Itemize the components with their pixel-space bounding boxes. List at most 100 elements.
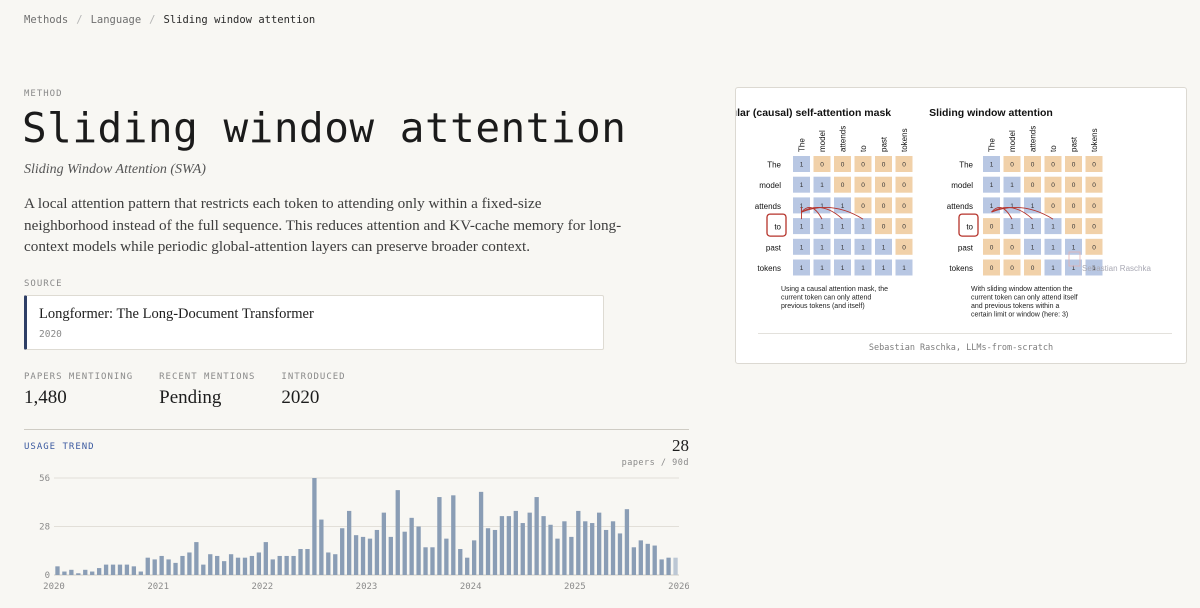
usage-bar[interactable]: [631, 547, 637, 575]
usage-bar[interactable]: [270, 559, 275, 575]
usage-bar[interactable]: [96, 568, 102, 575]
usage-bar[interactable]: [548, 524, 553, 575]
usage-bar[interactable]: [583, 521, 588, 575]
usage-bar[interactable]: [409, 517, 414, 575]
usage-bar[interactable]: [263, 542, 268, 575]
usage-bar[interactable]: [340, 528, 345, 575]
usage-bar[interactable]: [652, 545, 657, 575]
usage-bar[interactable]: [444, 538, 449, 576]
usage-bar[interactable]: [458, 549, 463, 575]
usage-bar[interactable]: [506, 516, 512, 575]
usage-bar[interactable]: [478, 491, 484, 575]
usage-bar[interactable]: [187, 552, 192, 575]
usage-bar[interactable]: [534, 497, 539, 575]
mask-value: 1: [800, 244, 804, 251]
usage-bar[interactable]: [131, 566, 137, 575]
x-tick-label: 2024: [460, 582, 482, 592]
usage-bar[interactable]: [90, 571, 95, 575]
usage-bar[interactable]: [201, 564, 206, 575]
usage-bar[interactable]: [256, 552, 262, 575]
usage-bar[interactable]: [659, 559, 664, 575]
usage-bar[interactable]: [117, 564, 123, 575]
usage-bar[interactable]: [465, 557, 470, 575]
usage-bar[interactable]: [520, 523, 525, 575]
usage-bar[interactable]: [166, 559, 171, 575]
usage-bar[interactable]: [180, 555, 185, 575]
usage-bar[interactable]: [569, 536, 574, 575]
usage-bar[interactable]: [610, 521, 616, 575]
usage-bar[interactable]: [235, 557, 241, 575]
usage-bar[interactable]: [395, 490, 400, 576]
stat-value: 1,480: [24, 387, 67, 408]
usage-bar[interactable]: [492, 529, 498, 575]
usage-bar[interactable]: [666, 557, 671, 575]
usage-bar[interactable]: [83, 569, 88, 575]
usage-bar[interactable]: [319, 519, 324, 575]
usage-bar[interactable]: [159, 555, 164, 575]
usage-bar[interactable]: [451, 495, 456, 575]
breadcrumb-methods[interactable]: Methods: [24, 14, 69, 26]
usage-bar[interactable]: [499, 516, 505, 575]
usage-bar[interactable]: [374, 529, 380, 575]
usage-bar[interactable]: [353, 535, 359, 575]
usage-bar[interactable]: [291, 555, 296, 575]
usage-bar[interactable]: [471, 540, 477, 575]
usage-bar[interactable]: [242, 557, 248, 575]
usage-bar[interactable]: [576, 510, 581, 575]
usage-bar[interactable]: [76, 573, 81, 575]
usage-bar[interactable]: [249, 555, 255, 575]
usage-bar[interactable]: [562, 521, 567, 575]
usage-bar[interactable]: [645, 543, 650, 575]
usage-bar[interactable]: [367, 538, 373, 576]
usage-bar[interactable]: [152, 559, 157, 575]
usage-bar[interactable]: [138, 571, 143, 575]
usage-bar[interactable]: [485, 528, 491, 575]
usage-bar[interactable]: [277, 555, 282, 575]
usage-bar[interactable]: [388, 536, 393, 575]
usage-bar[interactable]: [437, 497, 442, 575]
usage-bar[interactable]: [596, 512, 602, 575]
usage-bar[interactable]: [333, 554, 338, 575]
mask-cell: [1065, 176, 1082, 193]
usage-bar[interactable]: [555, 538, 560, 576]
usage-bar[interactable]: [513, 510, 518, 575]
usage-bar[interactable]: [423, 547, 428, 575]
usage-bar[interactable]: [638, 540, 643, 575]
usage-bar[interactable]: [590, 523, 595, 575]
usage-bar[interactable]: [603, 529, 609, 575]
usage-bar[interactable]: [305, 549, 310, 575]
usage-bar[interactable]: [624, 509, 630, 575]
usage-bar[interactable]: [228, 554, 234, 575]
usage-bar[interactable]: [312, 478, 317, 575]
usage-bar[interactable]: [381, 512, 387, 575]
usage-bar[interactable]: [110, 564, 116, 575]
source-title[interactable]: Longformer: The Long-Document Transforme…: [39, 306, 314, 322]
row-token-label: to: [774, 223, 781, 232]
usage-bar[interactable]: [124, 564, 130, 575]
usage-bar[interactable]: [69, 569, 74, 575]
breadcrumb-language[interactable]: Language: [90, 14, 142, 26]
usage-bar[interactable]: [215, 555, 220, 575]
usage-bar[interactable]: [527, 512, 532, 575]
source-card[interactable]: Longformer: The Long-Document Transforme…: [24, 295, 604, 350]
usage-bar[interactable]: [673, 557, 678, 575]
usage-bar[interactable]: [360, 536, 366, 575]
usage-bar[interactable]: [402, 531, 407, 575]
usage-bar[interactable]: [430, 547, 435, 575]
usage-bar[interactable]: [284, 555, 289, 575]
usage-bar[interactable]: [55, 566, 60, 575]
usage-bar[interactable]: [62, 571, 67, 575]
usage-bar[interactable]: [541, 516, 546, 575]
usage-bar[interactable]: [617, 533, 623, 575]
usage-bar[interactable]: [173, 562, 178, 576]
usage-bar[interactable]: [298, 549, 303, 575]
mask-value: 1: [902, 265, 906, 272]
usage-bar[interactable]: [103, 564, 109, 575]
usage-bar[interactable]: [208, 554, 213, 575]
usage-bar[interactable]: [346, 510, 352, 575]
usage-bar[interactable]: [145, 557, 150, 575]
usage-bar[interactable]: [416, 526, 421, 576]
usage-bar[interactable]: [194, 542, 199, 575]
usage-bar[interactable]: [221, 561, 227, 575]
usage-bar[interactable]: [326, 552, 331, 575]
